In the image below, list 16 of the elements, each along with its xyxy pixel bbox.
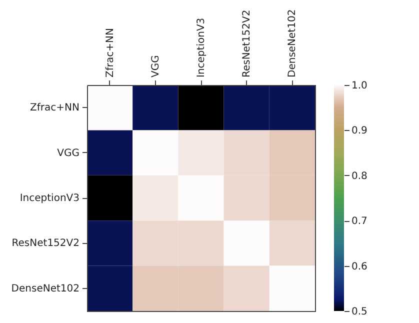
y-tick-label: ResNet152V2	[12, 238, 80, 250]
x-tick-label: InceptionV3	[196, 18, 207, 78]
color-bar-label: 0.6	[352, 261, 368, 272]
y-tick-label: InceptionV3	[20, 193, 80, 204]
color-bar-label: 0.8	[352, 170, 368, 182]
y-tick-label: VGG	[57, 148, 80, 159]
x-tick-label: ResNet152V2	[242, 10, 253, 78]
color-bar-label: 1.0	[352, 80, 368, 92]
x-tick-label: VGG	[150, 55, 162, 78]
x-tick-label: Zfrac+NN	[104, 28, 116, 78]
color-bar-label: 0.9	[352, 126, 368, 137]
y-tick-label: Zfrac+NN	[30, 102, 80, 114]
y-tick-label: DenseNet102	[11, 283, 80, 294]
x-tick-label: DenseNet102	[287, 9, 298, 78]
color-bar-label: 0.7	[352, 216, 368, 228]
color-bar-label: 0.5	[352, 306, 368, 318]
